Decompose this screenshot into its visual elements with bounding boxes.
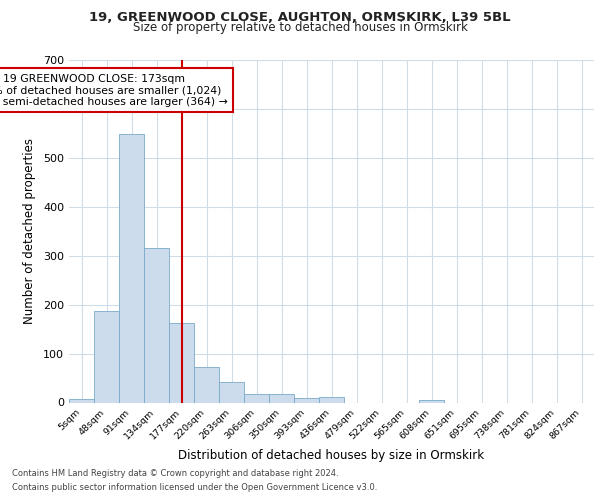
Text: Contains HM Land Registry data © Crown copyright and database right 2024.: Contains HM Land Registry data © Crown c… (12, 468, 338, 477)
X-axis label: Distribution of detached houses by size in Ormskirk: Distribution of detached houses by size … (178, 450, 485, 462)
Text: Contains public sector information licensed under the Open Government Licence v3: Contains public sector information licen… (12, 484, 377, 492)
Bar (169, 322, 194, 402)
Bar (94, 311, 119, 402)
Bar (244, 394, 269, 402)
Bar (319, 397, 344, 402)
Bar (144, 248, 169, 402)
Text: 19 GREENWOOD CLOSE: 173sqm
← 74% of detached houses are smaller (1,024)
26% of s: 19 GREENWOOD CLOSE: 173sqm ← 74% of deta… (0, 74, 227, 107)
Bar (294, 398, 319, 402)
Bar (194, 367, 219, 402)
Bar (119, 134, 144, 402)
Bar (69, 398, 94, 402)
Bar (419, 400, 444, 402)
Text: 19, GREENWOOD CLOSE, AUGHTON, ORMSKIRK, L39 5BL: 19, GREENWOOD CLOSE, AUGHTON, ORMSKIRK, … (89, 11, 511, 24)
Text: Size of property relative to detached houses in Ormskirk: Size of property relative to detached ho… (133, 21, 467, 34)
Bar (269, 394, 294, 402)
Y-axis label: Number of detached properties: Number of detached properties (23, 138, 36, 324)
Bar (219, 382, 244, 402)
